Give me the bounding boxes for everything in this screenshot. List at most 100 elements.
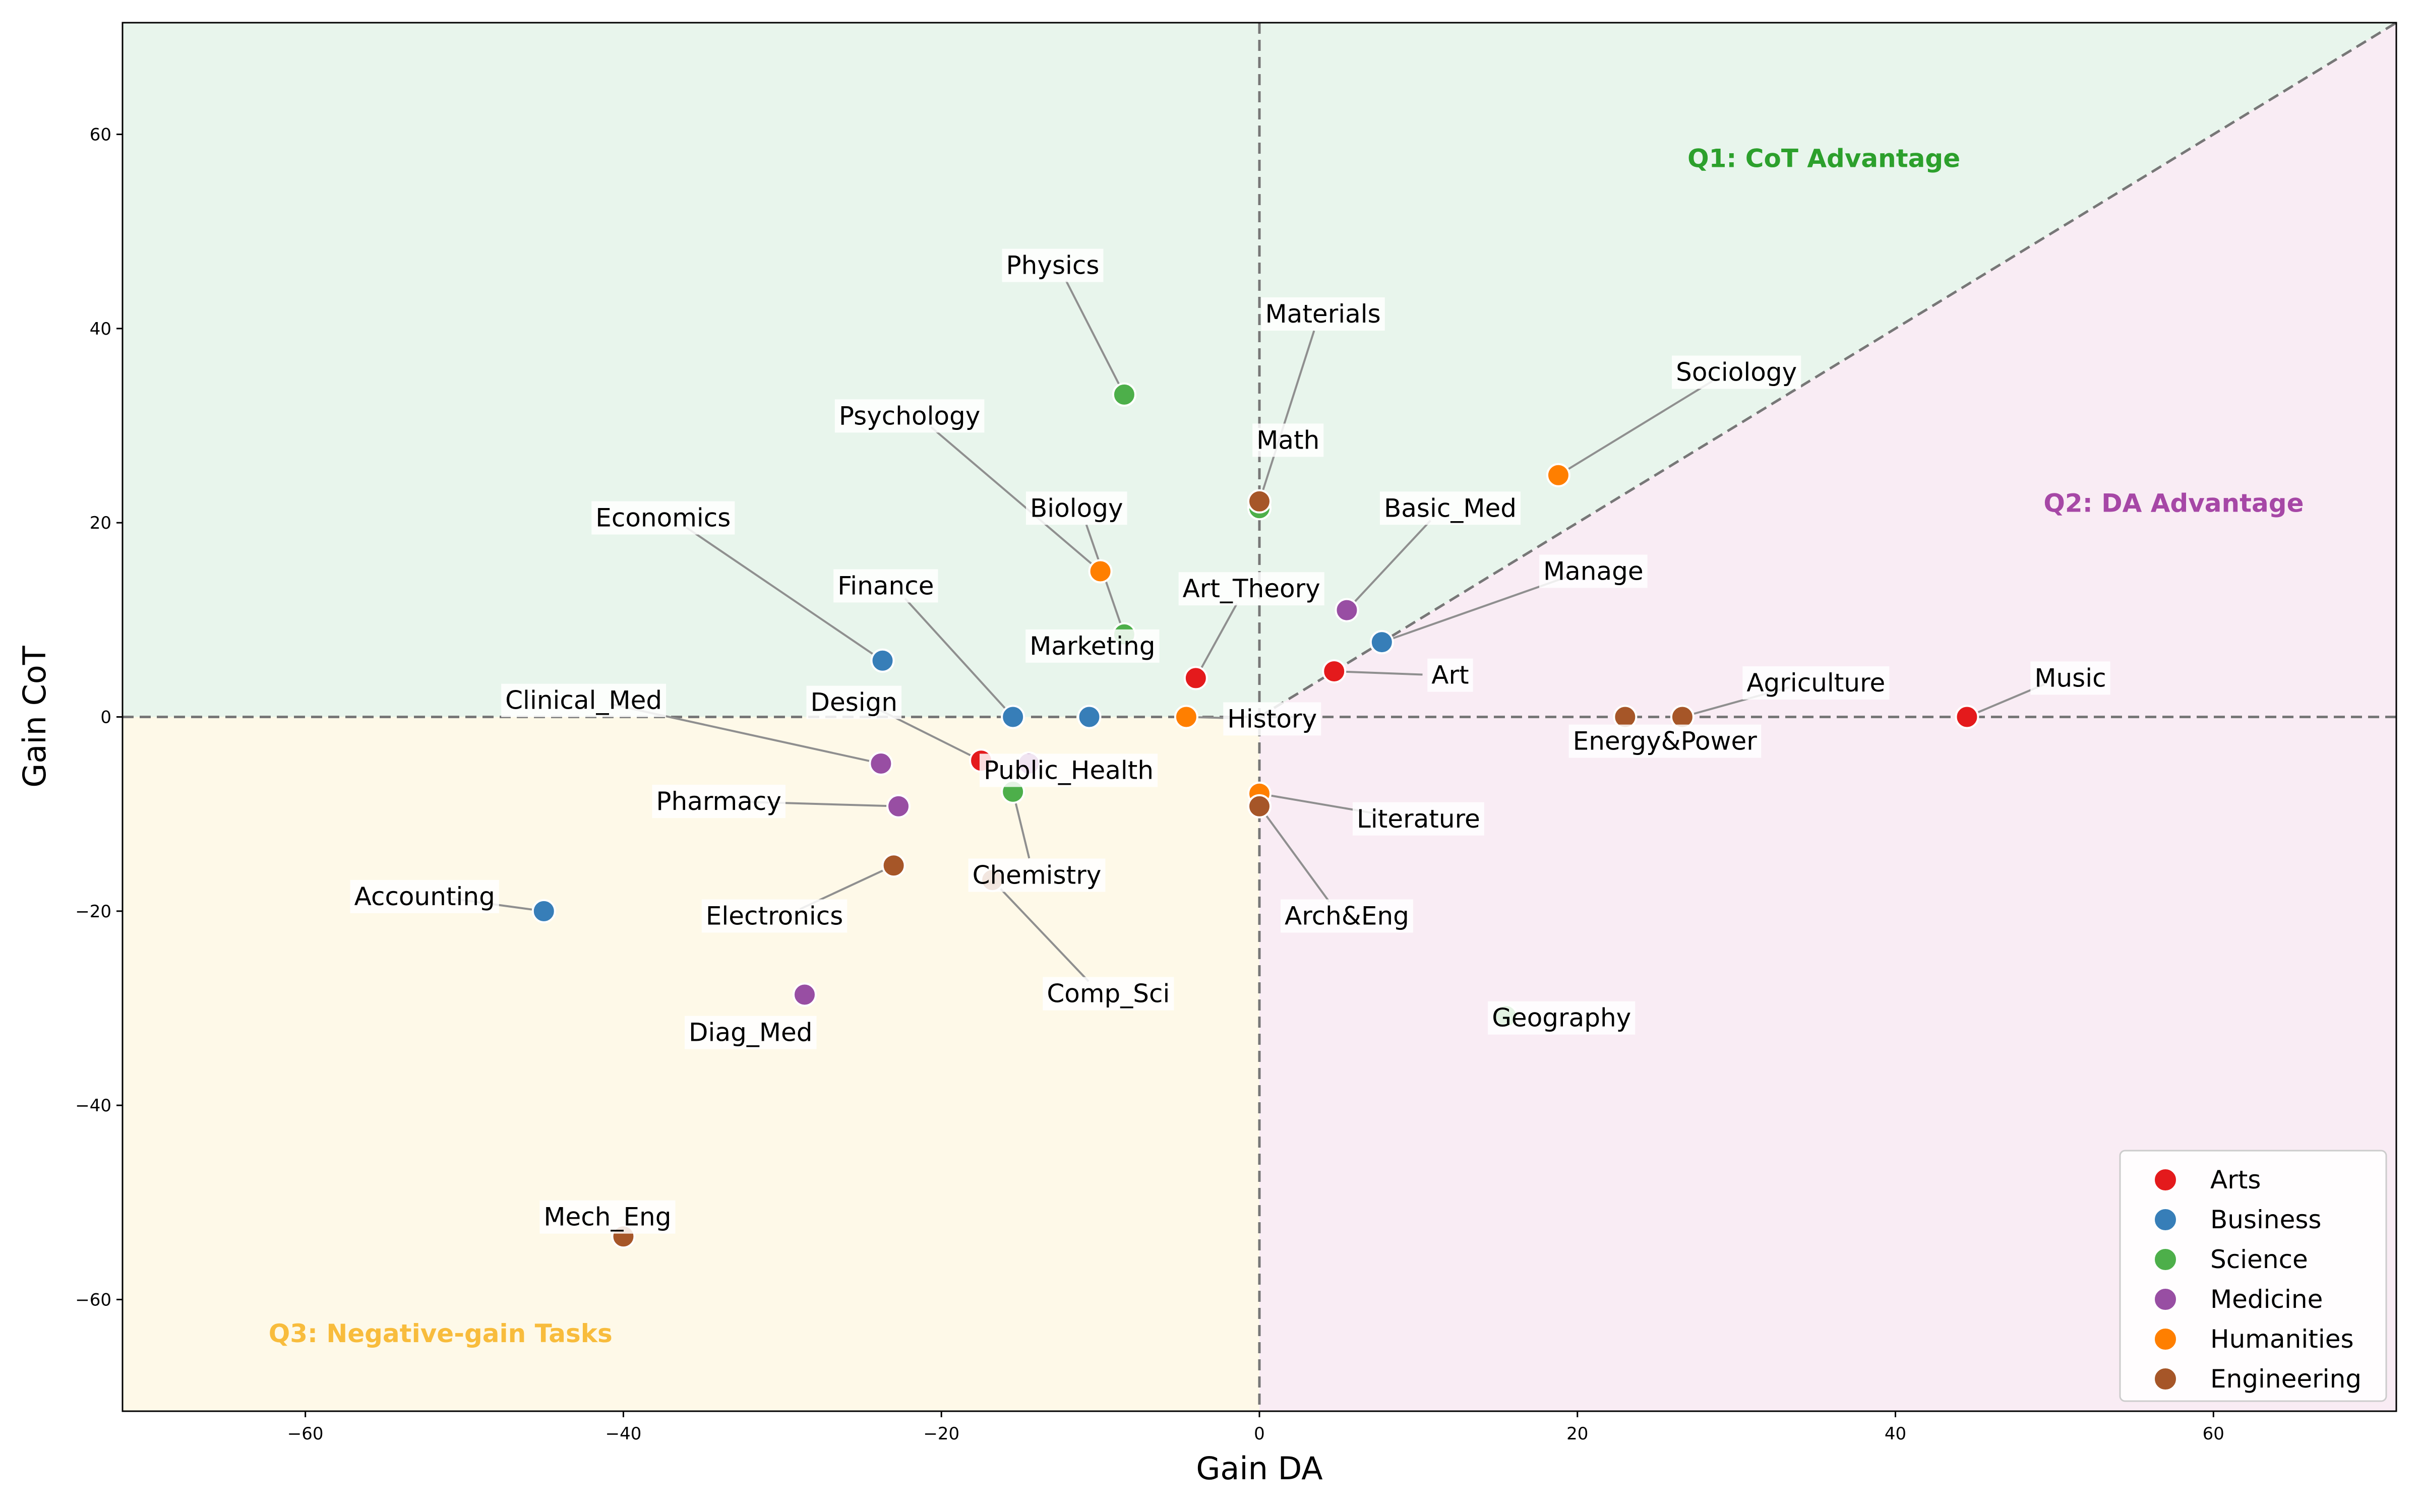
label-finance: Finance	[833, 569, 938, 603]
label-background	[1281, 899, 1413, 933]
y-tick-label: −60	[75, 1290, 111, 1310]
label-background	[833, 569, 938, 603]
label-background	[1025, 629, 1160, 663]
data-point-art	[1322, 659, 1347, 683]
label-text: Comp_Sci	[1047, 979, 1170, 1009]
x-tick-label: 0	[1254, 1424, 1265, 1444]
y-tick-label: −40	[75, 1096, 111, 1116]
label-text: Accounting	[354, 882, 495, 911]
label-text: Diag_Med	[689, 1018, 812, 1047]
legend-label-arts: Arts	[2210, 1165, 2261, 1194]
label-background	[2030, 661, 2110, 695]
label-text: Biology	[1030, 493, 1123, 523]
label-background	[701, 899, 848, 933]
label-text: Energy&Power	[1573, 727, 1758, 756]
x-tick-label: 40	[1885, 1424, 1906, 1444]
label-text: Marketing	[1030, 632, 1155, 661]
quadrant-title-q1: Q1: CoT Advantage	[1687, 144, 1960, 173]
label-text: Clinical_Med	[505, 686, 662, 715]
label-art-theory: Art_Theory	[1178, 572, 1324, 606]
label-background	[1252, 423, 1324, 457]
label-text: Art_Theory	[1183, 574, 1320, 603]
y-axis-title: Gain CoT	[16, 645, 53, 787]
legend: Arts Business Science Medicine Humanities Eng…	[2119, 1150, 2387, 1402]
data-point-history	[1174, 705, 1198, 729]
label-text: Economics	[595, 503, 731, 533]
label-basic-med: Basic_Med	[1379, 491, 1521, 525]
label-text: Arch&Eng	[1285, 901, 1409, 930]
axis-ticks: −60 −40 −20 0 20 40 60 −60 −40 −20 0 20 40 60	[75, 125, 2224, 1444]
label-text: Literature	[1357, 804, 1480, 834]
label-background	[1672, 355, 1801, 389]
leader-line-comp-sci	[991, 879, 1090, 982]
data-point-music	[1955, 705, 1979, 729]
legend-label-medicine: Medicine	[2210, 1285, 2323, 1314]
label-pharmacy: Pharmacy	[652, 785, 785, 818]
leader-line-finance	[904, 598, 1014, 718]
data-point-diag-med	[793, 982, 817, 1007]
label-text: Electronics	[706, 901, 843, 930]
label-design: Design	[806, 685, 902, 719]
x-tick-label: −20	[923, 1424, 959, 1444]
legend-label-engineering: Engineering	[2210, 1364, 2362, 1394]
label-text: Agriculture	[1746, 668, 1885, 698]
data-point-accounting	[531, 899, 556, 923]
label-electronics: Electronics	[701, 899, 848, 933]
leader-line-arch-eng	[1258, 805, 1330, 903]
label-clinical-med: Clinical_Med	[501, 683, 667, 717]
label-text: Chemistry	[973, 861, 1102, 890]
label-background	[1488, 1001, 1636, 1035]
label-marketing: Marketing	[1025, 629, 1160, 663]
legend-marker-engineering	[2153, 1366, 2178, 1392]
label-background	[979, 753, 1158, 787]
y-tick-label: 20	[90, 513, 111, 533]
data-point-economics	[870, 648, 895, 673]
label-background	[1352, 802, 1484, 836]
label-diag-med: Diag_Med	[685, 1016, 817, 1049]
label-materials: Materials	[1261, 297, 1385, 331]
legend-marker-medicine	[2153, 1287, 2178, 1312]
x-tick-label: −60	[287, 1424, 324, 1444]
data-point-pharmacy	[886, 794, 911, 818]
data-point-materials	[1247, 489, 1272, 514]
label-geography: Geography	[1488, 1001, 1636, 1035]
legend-marker-arts	[2153, 1167, 2178, 1192]
quadrant-titles: Q1: CoT Advantage Q2: DA Advantage Q3: Neg…	[269, 144, 2304, 1348]
label-background	[1223, 702, 1321, 736]
x-tick-label: 20	[1566, 1424, 1588, 1444]
label-background	[652, 785, 785, 818]
leader-line-manage	[1381, 576, 1567, 644]
region-q1-fill-left	[123, 23, 1259, 717]
label-manage: Manage	[1539, 554, 1648, 588]
leader-line-psychology	[930, 426, 1101, 573]
quadrant-title-q2: Q2: DA Advantage	[2043, 489, 2304, 518]
legend-marker-science	[2153, 1247, 2178, 1272]
y-tick-label: 40	[90, 319, 111, 339]
label-background	[350, 879, 499, 913]
data-point-finance	[1001, 705, 1025, 729]
label-arch-eng: Arch&Eng	[1281, 899, 1413, 933]
label-energy-power: Energy&Power	[1568, 724, 1762, 758]
label-background	[1043, 977, 1174, 1011]
x-axis-title: Gain DA	[1196, 1450, 1322, 1487]
legend-label-business: Business	[2210, 1205, 2321, 1234]
quadrant-title-q3: Q3: Negative-gain Tasks	[269, 1319, 613, 1348]
label-background	[1026, 491, 1127, 525]
leader-line-art-theory	[1195, 603, 1238, 679]
label-background	[1742, 666, 1890, 700]
data-point-basic-med	[1335, 598, 1359, 622]
x-tick-label: −40	[606, 1424, 642, 1444]
label-background	[806, 685, 902, 719]
legend-label-humanities: Humanities	[2210, 1325, 2354, 1354]
label-math: Math	[1252, 423, 1324, 457]
label-chemistry: Chemistry	[968, 858, 1106, 892]
label-public-health: Public_Health	[979, 753, 1158, 787]
label-accounting: Accounting	[350, 879, 499, 913]
label-sociology: Sociology	[1672, 355, 1801, 389]
label-text: Basic_Med	[1384, 493, 1517, 523]
legend-marker-business	[2153, 1207, 2178, 1232]
label-background	[591, 501, 735, 535]
label-background	[834, 399, 985, 433]
data-point-clinical-med	[869, 751, 893, 776]
